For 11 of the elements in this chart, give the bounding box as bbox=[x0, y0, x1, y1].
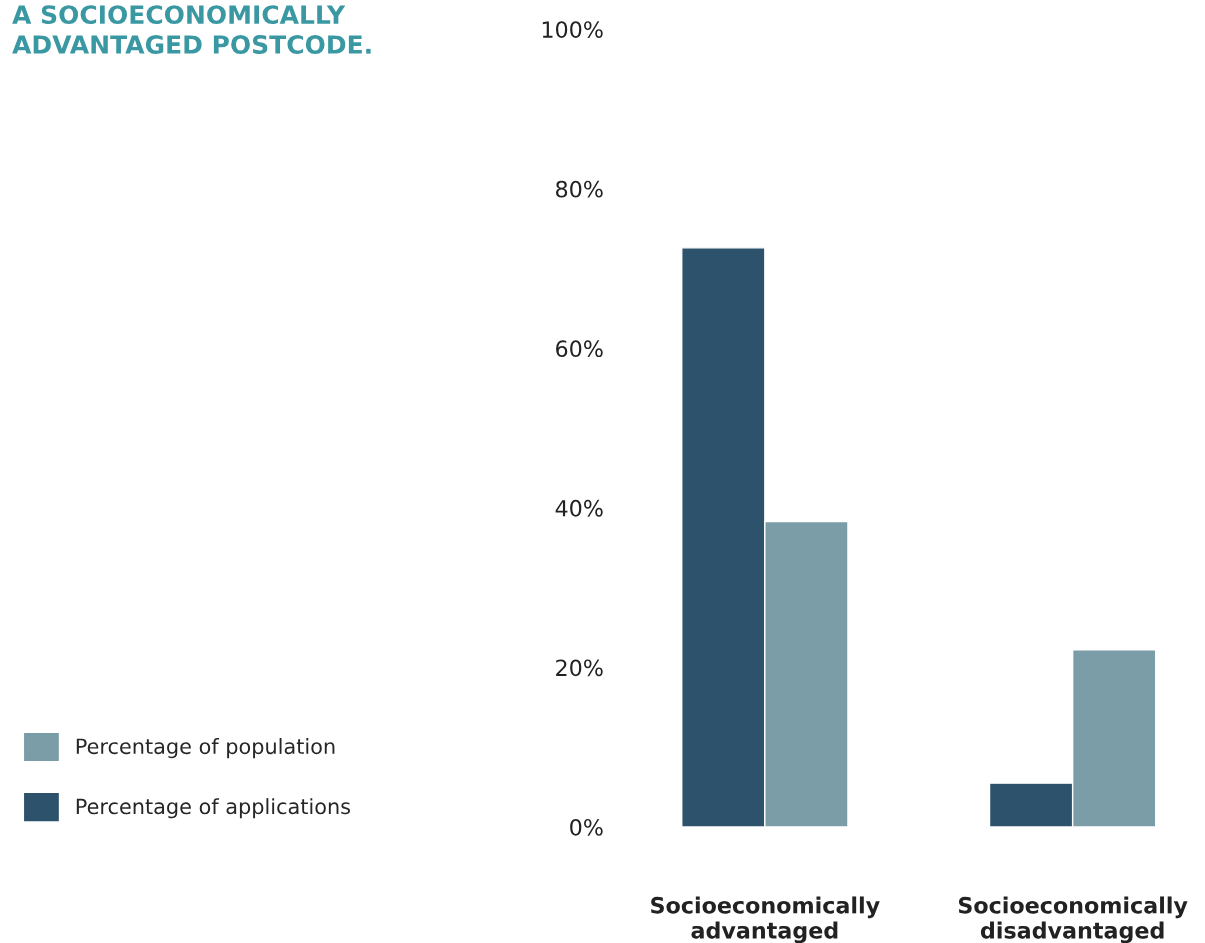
legend-label: Percentage of applications bbox=[76, 798, 351, 819]
y-tick-label: 40% bbox=[555, 499, 603, 517]
y-tick-label: 0% bbox=[570, 818, 603, 836]
text: A SOCIOECONOMICALLY ADVANTAGED POSTCODE. bbox=[12, 5, 371, 54]
legend-label: Percentage of population bbox=[76, 738, 335, 759]
x-tick-label: Socioeconomically disadvantaged bbox=[958, 896, 1188, 943]
y-tick-label: 60% bbox=[556, 340, 603, 358]
x-tick-label: Socioeconomically advantaged bbox=[651, 896, 880, 943]
y-tick-label: 100% bbox=[542, 21, 603, 38]
y-tick-label: 80% bbox=[556, 180, 603, 198]
y-tick-label: 20% bbox=[556, 659, 603, 677]
